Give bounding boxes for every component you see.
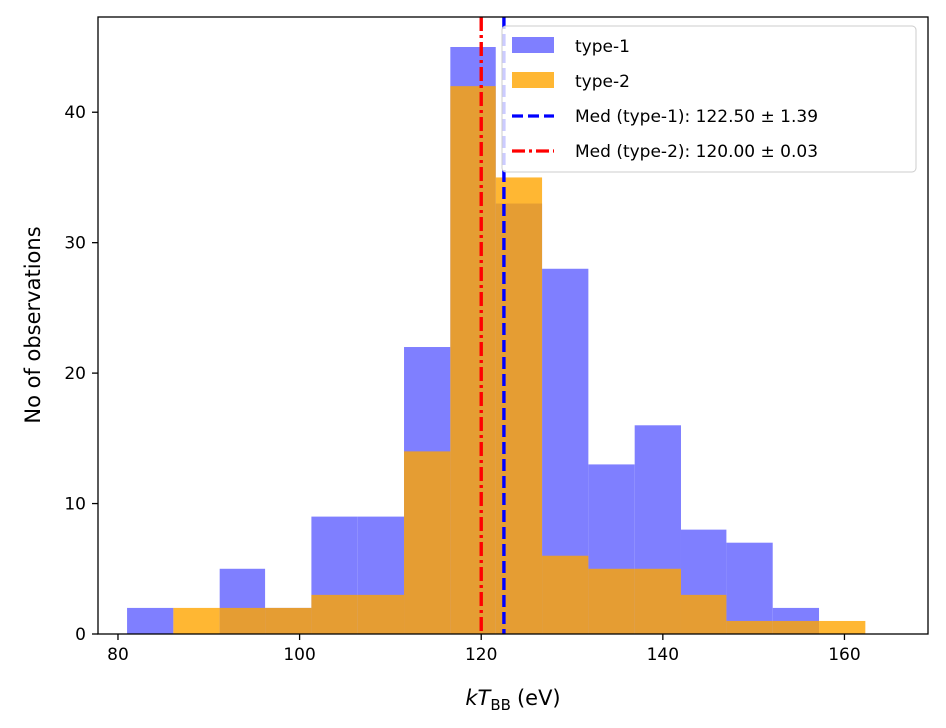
x-axis-ticks: 80 100 120 140 160 bbox=[107, 634, 861, 665]
legend-label-type-1: type-1 bbox=[575, 37, 630, 57]
y-axis-ticks: 0 10 20 30 40 bbox=[64, 103, 98, 645]
x-tick-label-80: 80 bbox=[107, 645, 129, 665]
bar-type-2-1 bbox=[219, 607, 266, 634]
bar-type-2-14 bbox=[819, 620, 866, 634]
bar-type-2-0 bbox=[173, 607, 220, 634]
bar-type-2-9 bbox=[588, 568, 635, 634]
bar-type-1-13 bbox=[726, 542, 773, 634]
legend-swatch-type-2 bbox=[512, 72, 554, 88]
bar-type-2-8 bbox=[542, 555, 589, 634]
bar-type-2-11 bbox=[681, 594, 727, 634]
bar-type-2-13 bbox=[772, 620, 820, 634]
bar-type-2-4 bbox=[357, 594, 405, 634]
y-tick-label-0: 0 bbox=[75, 625, 86, 645]
x-axis-label: kTBB (eV) bbox=[465, 686, 560, 714]
bar-type-2-2 bbox=[265, 607, 312, 634]
bar-type-1-0 bbox=[127, 607, 174, 634]
bar-type-2-5 bbox=[404, 451, 451, 634]
legend: type-1 type-2 Med (type-1): 122.50 ± 1.3… bbox=[501, 25, 917, 173]
bar-type-2-12 bbox=[726, 620, 773, 634]
legend-box bbox=[501, 25, 917, 173]
bar-type-2-10 bbox=[634, 568, 681, 634]
x-tick-label-160: 160 bbox=[828, 645, 860, 665]
y-axis-label: No of observations bbox=[21, 226, 45, 423]
x-tick-label-100: 100 bbox=[283, 645, 315, 665]
y-tick-label-10: 10 bbox=[64, 495, 86, 515]
legend-label-median-type-2: Med (type-2): 120.00 ± 0.03 bbox=[575, 142, 818, 162]
legend-swatch-type-1 bbox=[512, 37, 554, 53]
legend-label-median-type-1: Med (type-1): 122.50 ± 1.39 bbox=[575, 107, 818, 127]
legend-label-type-2: type-2 bbox=[575, 72, 630, 92]
x-axis-label-subscript: BB bbox=[490, 696, 511, 714]
plot-frame bbox=[97, 16, 929, 635]
bar-type-2-7 bbox=[495, 177, 543, 634]
y-tick-label-30: 30 bbox=[64, 234, 86, 254]
x-tick-label-120: 120 bbox=[465, 645, 497, 665]
bar-type-2-6 bbox=[450, 86, 496, 634]
bar-type-2-3 bbox=[311, 594, 358, 634]
y-tick-label-20: 20 bbox=[64, 364, 86, 384]
x-axis-label-unit: (eV) bbox=[517, 686, 561, 710]
x-axis-label-italic: kT bbox=[465, 686, 492, 710]
y-tick-label-40: 40 bbox=[64, 103, 86, 123]
x-tick-label-140: 140 bbox=[647, 645, 679, 665]
